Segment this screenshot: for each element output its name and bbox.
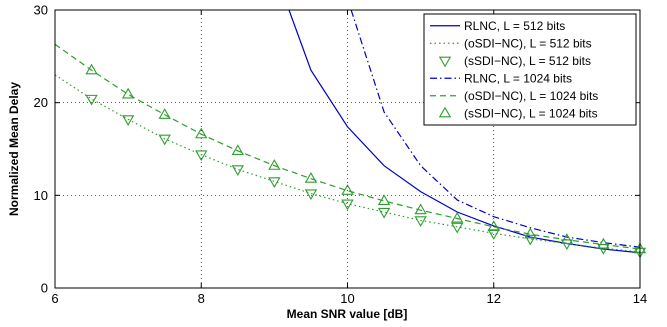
legend-item: RLNC, L = 1024 bits [430,71,572,85]
legend-label: (sSDI−NC), L = 512 bits [464,54,591,68]
legend-item: RLNC, L = 512 bits [430,19,565,33]
data-point [487,229,500,240]
data-point [158,134,171,146]
legend: RLNC, L = 512 bits (oSDI−NC), L = 512 bit… [423,13,637,126]
data-point [341,199,354,211]
data-point [304,172,318,183]
data-point [121,87,135,99]
series-4 [350,9,641,248]
data-point [524,227,537,239]
y-tick-label: 30 [34,3,48,18]
axis-ticks: 6 8 10 12 14 0 10 20 30 [34,3,648,307]
data-point [560,233,574,244]
x-tick-label: 10 [340,291,354,306]
data-point [377,194,391,206]
x-tick-label: 8 [198,291,205,306]
plot-series [54,9,647,259]
legend-box [423,13,637,126]
legend-item: (sSDI−NC), L = 1024 bits [438,106,598,120]
data-point [377,207,391,219]
x-tick-label: 14 [633,291,647,306]
data-point [597,237,610,249]
legend-marker [438,56,452,68]
x-axis-label: Mean SNR value [dB] [287,307,408,321]
legend-item: (oSDI−NC), L = 1024 bits [430,89,598,103]
x-tick-label: 12 [487,291,501,306]
legend-label: RLNC, L = 512 bits [464,19,565,33]
x-tick-label: 6 [51,291,58,306]
data-point [451,211,464,223]
series-line [350,9,641,248]
y-tick-label: 20 [34,95,48,110]
data-point [414,203,427,215]
data-point [121,115,135,126]
data-point [451,222,464,234]
data-point [158,108,171,119]
data-point [231,144,244,155]
legend-label: (sSDI−NC), L = 1024 bits [464,106,598,120]
data-point [487,220,500,231]
legend-marker [438,106,452,118]
data-point [85,94,98,106]
legend-label: (oSDI−NC), L = 512 bits [464,36,592,50]
y-tick-label: 10 [34,188,48,203]
data-point [341,184,354,195]
data-point [524,234,537,246]
data-point [85,63,98,75]
series-line [54,74,641,253]
series-2 [54,74,641,253]
y-axis-label: Normalized Mean Delay [7,82,21,216]
data-point [231,165,244,176]
data-point [195,150,208,162]
legend-item: (oSDI−NC), L = 512 bits [430,36,592,50]
legend-label: (oSDI−NC), L = 1024 bits [464,89,598,103]
legend-label: RLNC, L = 1024 bits [464,71,572,85]
legend-item: (sSDI−NC), L = 512 bits [438,54,591,68]
data-point [268,159,281,170]
y-tick-label: 0 [41,281,48,296]
series-6 [85,63,647,254]
data-point [268,177,281,189]
data-point [414,216,427,227]
data-point [304,189,318,201]
grid [55,10,640,288]
data-point [195,127,208,139]
